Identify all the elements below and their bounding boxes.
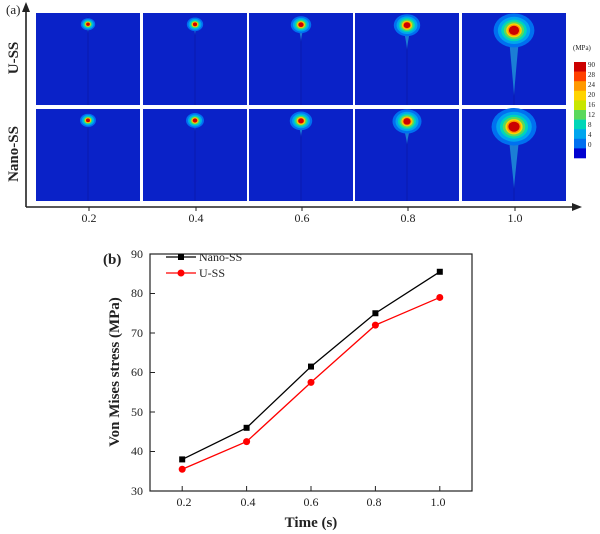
panel-a-x-tick-labels: 0.2 0.4 0.6 0.8 1.0 — [82, 211, 523, 225]
contour-tile — [462, 108, 566, 201]
y-tick-label: 30 — [131, 484, 143, 498]
colorbar-tick: 28 — [588, 71, 596, 79]
y-tick-label: 50 — [131, 405, 143, 419]
contour-tile — [462, 13, 566, 105]
contour-plume — [508, 37, 520, 97]
colorbar-swatches — [574, 62, 586, 159]
contour-band — [192, 118, 198, 123]
colorbar-swatch — [574, 100, 586, 111]
colorbar-tick: 8 — [588, 121, 592, 129]
y-tick-labels: 30 40 50 60 70 80 90 — [131, 247, 143, 498]
panel-a: (a) U-SS Nano-SS 0.2 0.4 0.6 0.8 1.0 (MP… — [6, 2, 596, 225]
data-point-nano-ss — [179, 456, 186, 463]
y-tick-label: 40 — [131, 444, 143, 458]
data-point-nano-ss — [372, 310, 379, 317]
colorbar-unit: (MPa) — [573, 44, 592, 52]
contour-plume — [508, 134, 520, 189]
colorbar-swatch — [574, 138, 586, 149]
contour-tile — [249, 109, 353, 201]
legend: Nano-SS U-SS — [166, 250, 242, 280]
colorbar-tick: 12 — [588, 111, 596, 119]
panel-a-x-tick: 0.8 — [401, 211, 416, 225]
colorbar-swatch — [574, 62, 586, 72]
legend-marker-circle-icon — [177, 269, 185, 277]
y-tick-label: 90 — [131, 247, 143, 261]
colorbar-swatch — [574, 129, 586, 140]
contour-band — [403, 22, 411, 29]
legend-label-u-ss: U-SS — [199, 266, 225, 280]
colorbar-swatch — [574, 71, 586, 82]
contour-tile — [36, 13, 140, 105]
colorbar-tick: 90 — [588, 61, 596, 69]
panel-b: (b) 30 40 50 60 70 80 90 0.2 0.4 0.6 0.8… — [103, 247, 473, 531]
contour-tile — [249, 13, 353, 105]
panel-a-y-arrow-icon — [22, 2, 30, 12]
contour-band — [298, 22, 304, 27]
x-tick-labels: 0.2 0.4 0.6 0.8 1.0 — [177, 495, 446, 509]
colorbar-swatch — [574, 90, 586, 101]
data-point-u-ss — [178, 465, 186, 473]
panel-a-x-arrow-icon — [572, 203, 582, 211]
panel-a-x-tick: 0.4 — [189, 211, 204, 225]
colorbar-tick: 4 — [588, 131, 592, 139]
panel-a-x-tick: 0.2 — [82, 211, 97, 225]
panel-a-label: (a) — [6, 2, 20, 17]
x-tick-label: 0.2 — [177, 495, 192, 509]
y-tick-label: 70 — [131, 326, 143, 340]
panel-b-label: (b) — [103, 252, 121, 268]
data-point-nano-ss — [243, 424, 250, 431]
x-tick-label: 1.0 — [431, 495, 446, 509]
data-point-nano-ss — [308, 363, 314, 370]
contour-tile — [355, 13, 459, 105]
row-label-nano-ss: Nano-SS — [6, 126, 22, 182]
contour-tile — [143, 109, 247, 201]
colorbar-swatch — [574, 110, 586, 120]
contour-tile — [355, 109, 459, 201]
contour-tile — [36, 109, 140, 201]
data-point-u-ss — [371, 321, 379, 329]
contour-band — [86, 22, 90, 26]
legend-label-nano-ss: Nano-SS — [199, 250, 242, 264]
x-tick-label: 0.8 — [367, 495, 382, 509]
contour-band — [508, 25, 520, 35]
y-tick-label: 60 — [131, 365, 143, 379]
data-point-u-ss — [243, 438, 251, 446]
x-tick-label: 0.6 — [304, 495, 319, 509]
y-axis-title: Von Mises stress (MPa) — [107, 297, 123, 447]
colorbar-swatch — [574, 81, 586, 92]
contour-image-grid — [36, 13, 566, 201]
contour-band — [86, 118, 90, 123]
panel-a-x-tick: 0.6 — [295, 211, 310, 225]
data-point-u-ss — [436, 293, 444, 301]
panel-a-x-tick: 1.0 — [508, 211, 523, 225]
colorbar-swatch — [574, 119, 586, 130]
contour-band — [298, 118, 304, 124]
series-layer — [178, 268, 444, 473]
contour-band — [192, 22, 198, 27]
colorbar-tick: 20 — [588, 91, 596, 99]
contour-band — [508, 121, 520, 132]
x-tick-label: 0.4 — [241, 495, 256, 509]
row-label-u-ss: U-SS — [6, 42, 22, 75]
colorbar-tick: 16 — [588, 101, 596, 109]
legend-marker-square-icon — [178, 254, 184, 260]
y-tick-marks — [150, 253, 155, 492]
x-tick-marks — [181, 486, 441, 491]
data-point-u-ss — [307, 378, 315, 386]
colorbar-tick: 24 — [588, 81, 596, 89]
contour-tile — [143, 13, 247, 105]
contour-band — [403, 118, 411, 125]
panel-a-x-tick-marks — [88, 207, 516, 211]
data-point-nano-ss — [436, 268, 443, 275]
y-tick-label: 80 — [131, 286, 143, 300]
colorbar-swatch — [574, 148, 586, 159]
x-axis-title: Time (s) — [285, 515, 338, 531]
colorbar-ticks: 90 28 24 20 16 12 8 4 0 — [588, 61, 596, 149]
colorbar-tick: 0 — [588, 141, 592, 149]
colorbar: (MPa) 90 28 24 20 16 12 8 4 0 — [573, 44, 596, 159]
